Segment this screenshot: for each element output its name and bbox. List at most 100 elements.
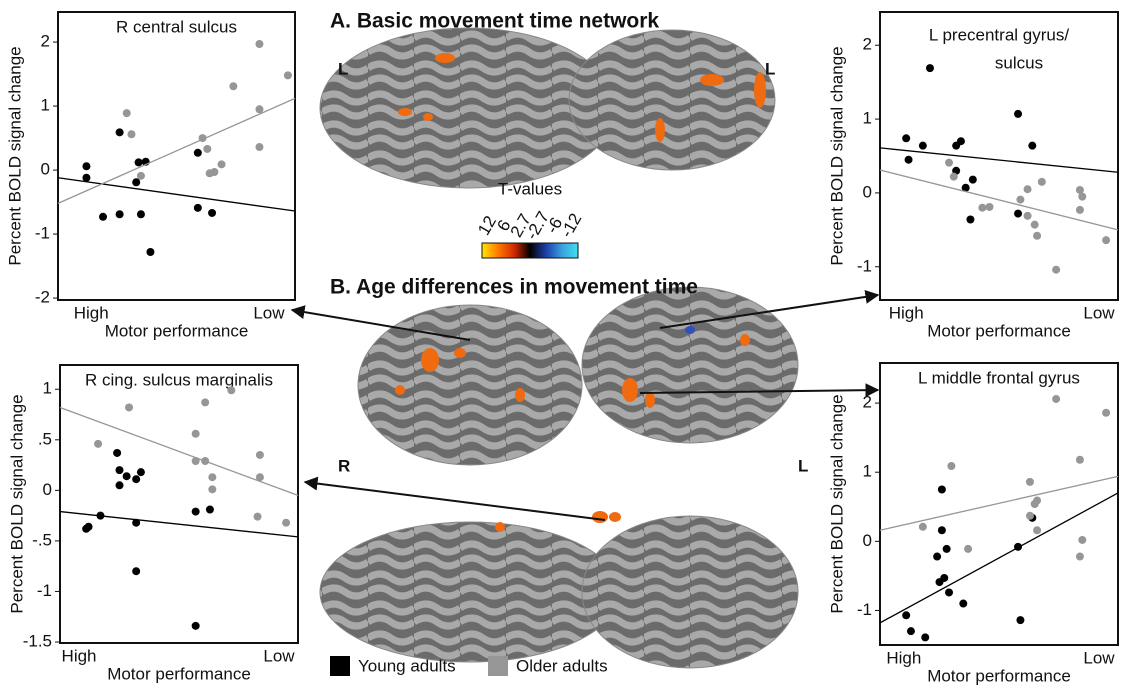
data-point — [1033, 526, 1041, 534]
data-point — [1102, 236, 1110, 244]
data-point — [1033, 232, 1041, 240]
y-tick-label: -.5 — [32, 530, 52, 549]
data-point — [116, 128, 124, 136]
legend-swatch — [488, 656, 508, 676]
data-point — [1078, 536, 1086, 544]
hemisphere-label: R — [338, 456, 350, 475]
data-point — [964, 545, 972, 553]
x-tick-label: Low — [263, 646, 295, 665]
data-point — [921, 633, 929, 641]
data-point — [255, 40, 263, 48]
panel-title: B. Age differences in movement time — [330, 276, 698, 299]
data-point — [82, 162, 90, 170]
y-tick-label: -1 — [857, 600, 872, 619]
data-point — [1038, 178, 1046, 186]
data-point — [206, 506, 214, 514]
data-point — [1014, 210, 1022, 218]
data-point — [255, 105, 263, 113]
data-point — [1026, 478, 1034, 486]
panel-title: A. Basic movement time network — [330, 10, 659, 33]
data-point — [82, 174, 90, 182]
data-point — [146, 248, 154, 256]
y-tick-label: 2 — [41, 32, 50, 51]
x-tick-label: Low — [253, 303, 285, 322]
data-point — [902, 611, 910, 619]
data-point — [208, 209, 216, 217]
data-point — [208, 473, 216, 481]
data-point — [199, 134, 207, 142]
hemisphere-label: L — [798, 456, 808, 475]
legend-label: Older adults — [516, 656, 608, 675]
data-point — [282, 519, 290, 527]
data-point — [1076, 553, 1084, 561]
data-point — [978, 204, 986, 212]
data-point — [940, 574, 948, 582]
y-tick-label: -1.5 — [23, 631, 52, 650]
data-point — [254, 513, 262, 521]
brains — [320, 28, 798, 668]
data-point — [284, 71, 292, 79]
y-tick-label: -1 — [857, 256, 872, 275]
y-tick-label: 2 — [863, 393, 872, 412]
data-point — [116, 481, 124, 489]
data-point — [1028, 142, 1036, 150]
data-point — [1014, 543, 1022, 551]
x-tick-label: High — [62, 646, 97, 665]
y-axis-label: Percent BOLD signal change — [827, 394, 846, 613]
data-point — [192, 457, 200, 465]
hemisphere-label: L — [765, 59, 775, 78]
data-point — [116, 466, 124, 474]
data-point — [255, 143, 263, 151]
data-point — [210, 168, 218, 176]
data-point — [938, 485, 946, 493]
plot-frame — [58, 12, 295, 300]
data-point — [125, 403, 133, 411]
data-point — [201, 398, 209, 406]
data-point — [919, 142, 927, 150]
data-point — [1052, 395, 1060, 403]
y-tick-label: .5 — [38, 429, 52, 448]
chart-title: R central sulcus — [116, 17, 237, 36]
data-point — [933, 553, 941, 561]
data-point — [99, 213, 107, 221]
data-point — [1102, 409, 1110, 417]
y-axis-label: Percent BOLD signal change — [7, 394, 26, 613]
data-point — [1076, 456, 1084, 464]
x-axis-label: Motor performance — [927, 666, 1071, 685]
page: A. Basic movement time network B. Age di… — [0, 0, 1129, 697]
data-point — [192, 430, 200, 438]
scatter-chart: 1 .5 0 -.5 -1 -1.5 High Low Motor performance Per… — [7, 365, 298, 683]
y-tick-label: -1 — [37, 581, 52, 600]
data-point — [902, 134, 910, 142]
data-point — [1078, 193, 1086, 201]
y-tick-label: 1 — [43, 379, 52, 398]
data-point — [201, 457, 209, 465]
data-point — [1016, 616, 1024, 624]
legend-swatch — [330, 656, 350, 676]
data-point — [94, 440, 102, 448]
y-axis-label: Percent BOLD signal change — [5, 46, 24, 265]
hemisphere-label: L — [338, 59, 348, 78]
data-point — [227, 386, 235, 394]
y-tick-label: 0 — [43, 480, 52, 499]
y-tick-label: 1 — [863, 462, 872, 481]
data-point — [950, 173, 958, 181]
data-point — [1016, 196, 1024, 204]
x-axis-label: Motor performance — [107, 664, 251, 683]
data-point — [135, 158, 143, 166]
legend-label: Young adults — [358, 656, 456, 675]
x-tick-label: High — [886, 648, 921, 667]
data-point — [85, 523, 93, 531]
y-tick-label: 1 — [41, 96, 50, 115]
data-point — [218, 160, 226, 168]
x-axis-label: Motor performance — [105, 321, 249, 340]
data-point — [229, 82, 237, 90]
chart-title: L middle frontal gyrus — [918, 368, 1080, 387]
figure: A. Basic movement time network B. Age di… — [0, 0, 1129, 692]
data-point — [943, 545, 951, 553]
chart-title: sulcus — [995, 53, 1043, 72]
data-point — [192, 622, 200, 630]
data-point — [137, 468, 145, 476]
x-tick-label: Low — [1083, 303, 1115, 322]
data-point — [947, 462, 955, 470]
